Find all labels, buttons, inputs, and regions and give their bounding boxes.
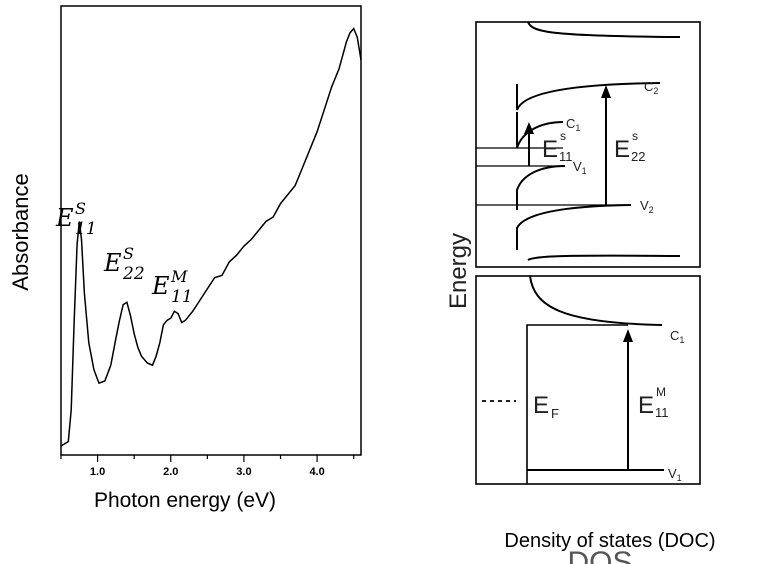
metallic-frame xyxy=(475,275,701,485)
peak-label-e11-m: E M 11 xyxy=(151,267,193,307)
plot-frame xyxy=(60,5,362,456)
svg-text:S: S xyxy=(123,244,134,263)
fermi-label: E F xyxy=(533,392,559,421)
level-label-metallic-v1: V1 xyxy=(668,466,682,483)
level-label-v2: V2 xyxy=(640,198,654,215)
vhs-metallic-c1 xyxy=(529,275,663,326)
svg-text:22: 22 xyxy=(122,264,145,284)
svg-text:M: M xyxy=(656,385,666,399)
svg-text:11: 11 xyxy=(559,149,573,164)
semiconducting-dos-panel: C2 C1 V1 V2 E s 11 E s 22 xyxy=(475,21,701,268)
arrowhead-e11-m xyxy=(623,329,633,342)
x-axis-ticks: 1.0 2.0 3.0 4.0 xyxy=(60,455,355,478)
vhs-bottom xyxy=(527,254,681,261)
vhs-v2 xyxy=(516,204,632,250)
svg-text:s: s xyxy=(632,129,638,143)
absorbance-chart: 1.0 2.0 3.0 4.0 Absorbance Photon energy (e… xyxy=(8,5,362,512)
arrowhead-e22-s xyxy=(601,85,611,98)
svg-text:DOS: DOS xyxy=(567,546,632,564)
semiconducting-frame xyxy=(475,21,701,268)
level-label-c2: C2 xyxy=(644,79,658,96)
level-label-c1: C1 xyxy=(566,116,580,133)
arrowhead-e11-s xyxy=(524,122,534,134)
svg-text:S: S xyxy=(75,199,86,218)
svg-text:E: E xyxy=(542,136,558,163)
svg-text:11: 11 xyxy=(75,219,97,239)
metallic-box-upper xyxy=(526,324,628,484)
vhs-top xyxy=(527,21,681,38)
metallic-dos-panel: C1 V1 E F E M 11 xyxy=(475,275,701,485)
level-label-metallic-c1: C1 xyxy=(670,328,684,345)
band-diagram: Energy C2 C1 V1 V2 xyxy=(445,21,716,564)
transition-label-e11-m: E M 11 xyxy=(638,385,669,420)
x-tick-label: 4.0 xyxy=(309,466,324,478)
x-tick-label: 1.0 xyxy=(90,466,105,478)
svg-text:s: s xyxy=(560,129,566,143)
vhs-v1 xyxy=(516,165,566,210)
svg-text:11: 11 xyxy=(171,287,193,307)
svg-text:E: E xyxy=(638,392,654,419)
cut-off-label-dos: DOS xyxy=(567,546,632,564)
x-axis-label: Photon energy (eV) xyxy=(94,489,276,512)
svg-text:22: 22 xyxy=(631,149,645,164)
svg-text:E: E xyxy=(151,272,170,300)
energy-axis-label: Energy xyxy=(445,233,472,309)
svg-text:M: M xyxy=(170,267,188,286)
transition-label-e11-s: E s 11 xyxy=(542,129,573,164)
svg-text:E: E xyxy=(614,136,630,163)
dos-axis-label: Density of states (DOC) xyxy=(504,530,715,552)
absorbance-series-line xyxy=(60,27,362,447)
x-tick-label: 2.0 xyxy=(163,466,178,478)
x-tick-label: 3.0 xyxy=(236,466,251,478)
peak-label-e22-s: E S 22 xyxy=(103,244,145,284)
level-label-v1: V1 xyxy=(573,159,587,176)
svg-text:11: 11 xyxy=(655,405,669,420)
svg-text:E: E xyxy=(55,204,74,232)
transition-label-e22-s: E s 22 xyxy=(614,129,645,164)
vhs-c2 xyxy=(516,82,661,111)
peak-label-e11-s: E S 11 xyxy=(55,199,97,239)
y-axis-label: Absorbance xyxy=(8,173,33,290)
svg-text:E: E xyxy=(533,392,549,419)
svg-text:F: F xyxy=(551,406,559,421)
svg-text:E: E xyxy=(103,249,122,277)
